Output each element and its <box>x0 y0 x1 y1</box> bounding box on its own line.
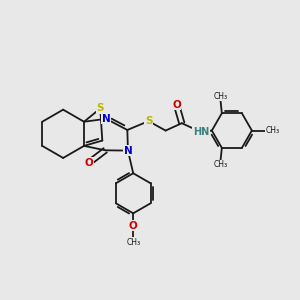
Text: N: N <box>102 114 110 124</box>
Text: O: O <box>172 100 181 110</box>
Text: N: N <box>124 146 132 156</box>
Text: CH₃: CH₃ <box>266 126 280 135</box>
Text: HN: HN <box>193 127 209 137</box>
Text: S: S <box>145 116 152 126</box>
Text: S: S <box>97 103 104 113</box>
Text: O: O <box>129 221 138 231</box>
Text: O: O <box>85 158 93 168</box>
Text: CH₃: CH₃ <box>213 160 227 169</box>
Text: CH₃: CH₃ <box>213 92 227 100</box>
Text: CH₃: CH₃ <box>126 238 140 247</box>
